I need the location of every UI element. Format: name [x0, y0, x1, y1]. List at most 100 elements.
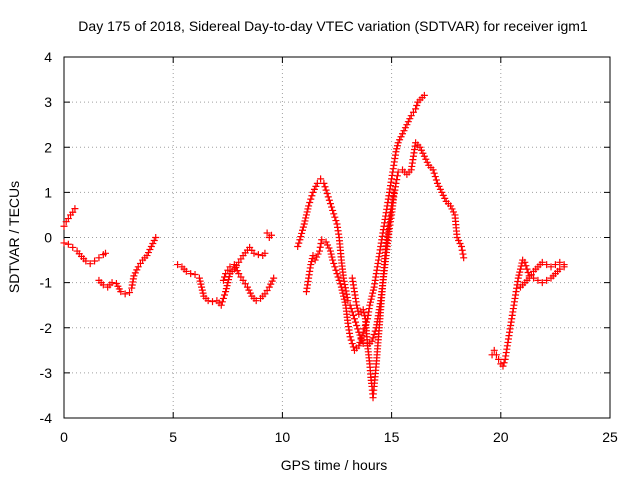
data-point — [390, 188, 398, 196]
data-point — [250, 249, 258, 257]
data-point — [218, 298, 226, 306]
data-point — [222, 285, 230, 293]
data-point — [324, 193, 332, 201]
data-point — [314, 250, 322, 258]
data-point — [341, 298, 349, 306]
data-point — [197, 280, 205, 288]
data-point — [404, 118, 412, 126]
data-point — [400, 127, 408, 135]
data-point — [226, 263, 234, 271]
data-point — [423, 158, 431, 166]
data-point — [392, 179, 400, 187]
data-point — [219, 294, 227, 302]
data-point — [323, 190, 331, 198]
data-point — [360, 309, 368, 317]
data-point — [311, 256, 319, 264]
data-point — [366, 298, 374, 306]
data-point — [352, 318, 360, 326]
data-point — [221, 273, 229, 281]
data-point — [435, 182, 443, 190]
data-point — [232, 264, 240, 272]
y-tick-label: 0 — [44, 230, 52, 246]
y-tick-label: -3 — [40, 365, 53, 381]
data-point — [349, 343, 357, 351]
data-point — [308, 192, 316, 200]
data-point — [219, 276, 227, 284]
data-point — [449, 208, 457, 216]
data-point — [357, 335, 365, 343]
data-point — [340, 295, 348, 303]
data-point — [368, 337, 376, 345]
data-point — [297, 233, 305, 241]
data-point — [359, 340, 367, 348]
data-point — [305, 202, 313, 210]
data-point — [245, 286, 253, 294]
data-point — [422, 155, 430, 163]
x-tick-label: 15 — [384, 429, 400, 445]
data-point — [329, 206, 337, 214]
x-tick-label: 10 — [275, 429, 291, 445]
data-point — [143, 252, 151, 260]
data-point — [420, 91, 428, 99]
data-point — [359, 306, 367, 314]
data-point — [146, 246, 154, 254]
data-marks — [60, 91, 568, 402]
data-point — [300, 220, 308, 228]
data-point — [209, 298, 217, 306]
data-point — [268, 277, 276, 285]
data-point — [267, 231, 275, 239]
data-point — [349, 311, 357, 319]
data-point — [429, 166, 437, 174]
data-point — [217, 301, 225, 309]
data-point — [348, 308, 356, 316]
data-point — [191, 271, 199, 279]
data-point — [316, 243, 324, 251]
data-point — [338, 286, 346, 294]
data-point — [316, 247, 324, 255]
data-point — [543, 276, 551, 284]
data-point — [265, 283, 273, 291]
data-point — [393, 176, 401, 184]
data-point — [312, 182, 320, 190]
data-point — [204, 297, 212, 305]
data-point — [412, 105, 420, 113]
data-point — [460, 254, 468, 262]
data-point — [356, 338, 364, 346]
data-point — [296, 236, 304, 244]
data-point — [431, 173, 439, 181]
data-point — [393, 145, 401, 153]
data-point — [69, 208, 77, 216]
data-point — [329, 256, 337, 264]
data-point — [438, 188, 446, 196]
data-point — [330, 210, 338, 218]
data-point — [108, 279, 116, 287]
data-point — [516, 265, 524, 273]
data-point — [303, 208, 311, 216]
data-point — [353, 301, 361, 309]
data-point — [353, 321, 361, 329]
data-point — [263, 229, 271, 237]
data-point — [326, 247, 334, 255]
data-point — [401, 124, 409, 132]
data-point — [222, 288, 230, 296]
data-point — [331, 263, 339, 271]
x-axis-label: GPS time / hours — [281, 457, 388, 473]
data-point — [309, 252, 317, 260]
data-point — [455, 237, 463, 245]
data-point — [64, 240, 72, 248]
data-point — [174, 261, 182, 269]
data-point — [117, 288, 125, 296]
data-point — [322, 186, 330, 194]
data-point — [521, 258, 529, 266]
data-point — [353, 304, 361, 312]
y-tick-label: 3 — [44, 94, 52, 110]
y-tick-label: -2 — [40, 320, 53, 336]
y-tick-label: 1 — [44, 184, 52, 200]
data-point — [457, 243, 465, 251]
data-point — [322, 238, 330, 246]
data-point — [144, 249, 152, 257]
data-point — [82, 257, 90, 265]
data-point — [310, 185, 318, 193]
data-point — [317, 175, 325, 183]
data-point — [499, 362, 507, 370]
